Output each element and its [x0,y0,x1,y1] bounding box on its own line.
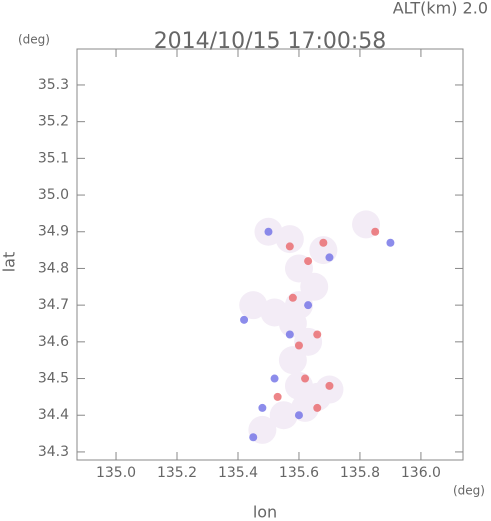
data-point [371,227,380,236]
y-tick-label: 34.7 [38,297,69,313]
chart-title: 2014/10/15 17:00:58 [154,29,387,54]
data-point [304,301,313,310]
y-tick-label: 35.3 [38,77,69,93]
plot-frame [76,48,464,461]
data-point [300,272,329,301]
altitude-label: ALT(km) 2.0 [393,0,488,18]
data-point [304,257,313,266]
data-point [325,253,334,262]
data-point [239,291,268,320]
data-point [294,341,303,350]
y-tick-label: 35.0 [38,187,69,203]
y-axis-label: lat [0,252,19,273]
y-tick-label: 34.8 [38,260,69,276]
data-point [285,330,294,339]
data-point [325,381,334,390]
data-point [273,392,282,401]
y-tick-label: 34.9 [38,224,69,240]
x-tick-label: 136.0 [401,465,441,481]
y-tick-label: 34.6 [38,334,69,350]
x-tick-label: 135.4 [218,465,258,481]
data-point [278,346,307,375]
data-point [269,401,298,430]
data-point [249,433,258,442]
data-point [294,411,303,420]
x-axis-label: lon [253,503,277,521]
x-tick-label: 135.2 [157,465,197,481]
data-point [319,238,328,247]
data-point [288,293,297,302]
x-tick-label: 135.0 [96,465,136,481]
data-point [264,227,273,236]
data-point [258,403,267,412]
data-point [313,403,322,412]
x-tick-label: 135.6 [279,465,319,481]
y-tick-label: 34.4 [38,407,69,423]
y-unit: (deg) [18,33,50,47]
x-tick-label: 135.8 [340,465,380,481]
data-point [285,242,294,251]
y-tick-label: 34.3 [38,444,69,460]
data-point [240,315,249,324]
y-tick-label: 34.5 [38,371,69,387]
y-tick-label: 35.1 [38,150,69,166]
data-point [313,330,322,339]
data-point [301,374,310,383]
data-point [260,298,289,327]
data-point [386,238,395,247]
data-point [270,374,279,383]
y-tick-label: 35.2 [38,114,69,130]
x-unit: (deg) [453,484,485,498]
data-point [275,225,304,254]
